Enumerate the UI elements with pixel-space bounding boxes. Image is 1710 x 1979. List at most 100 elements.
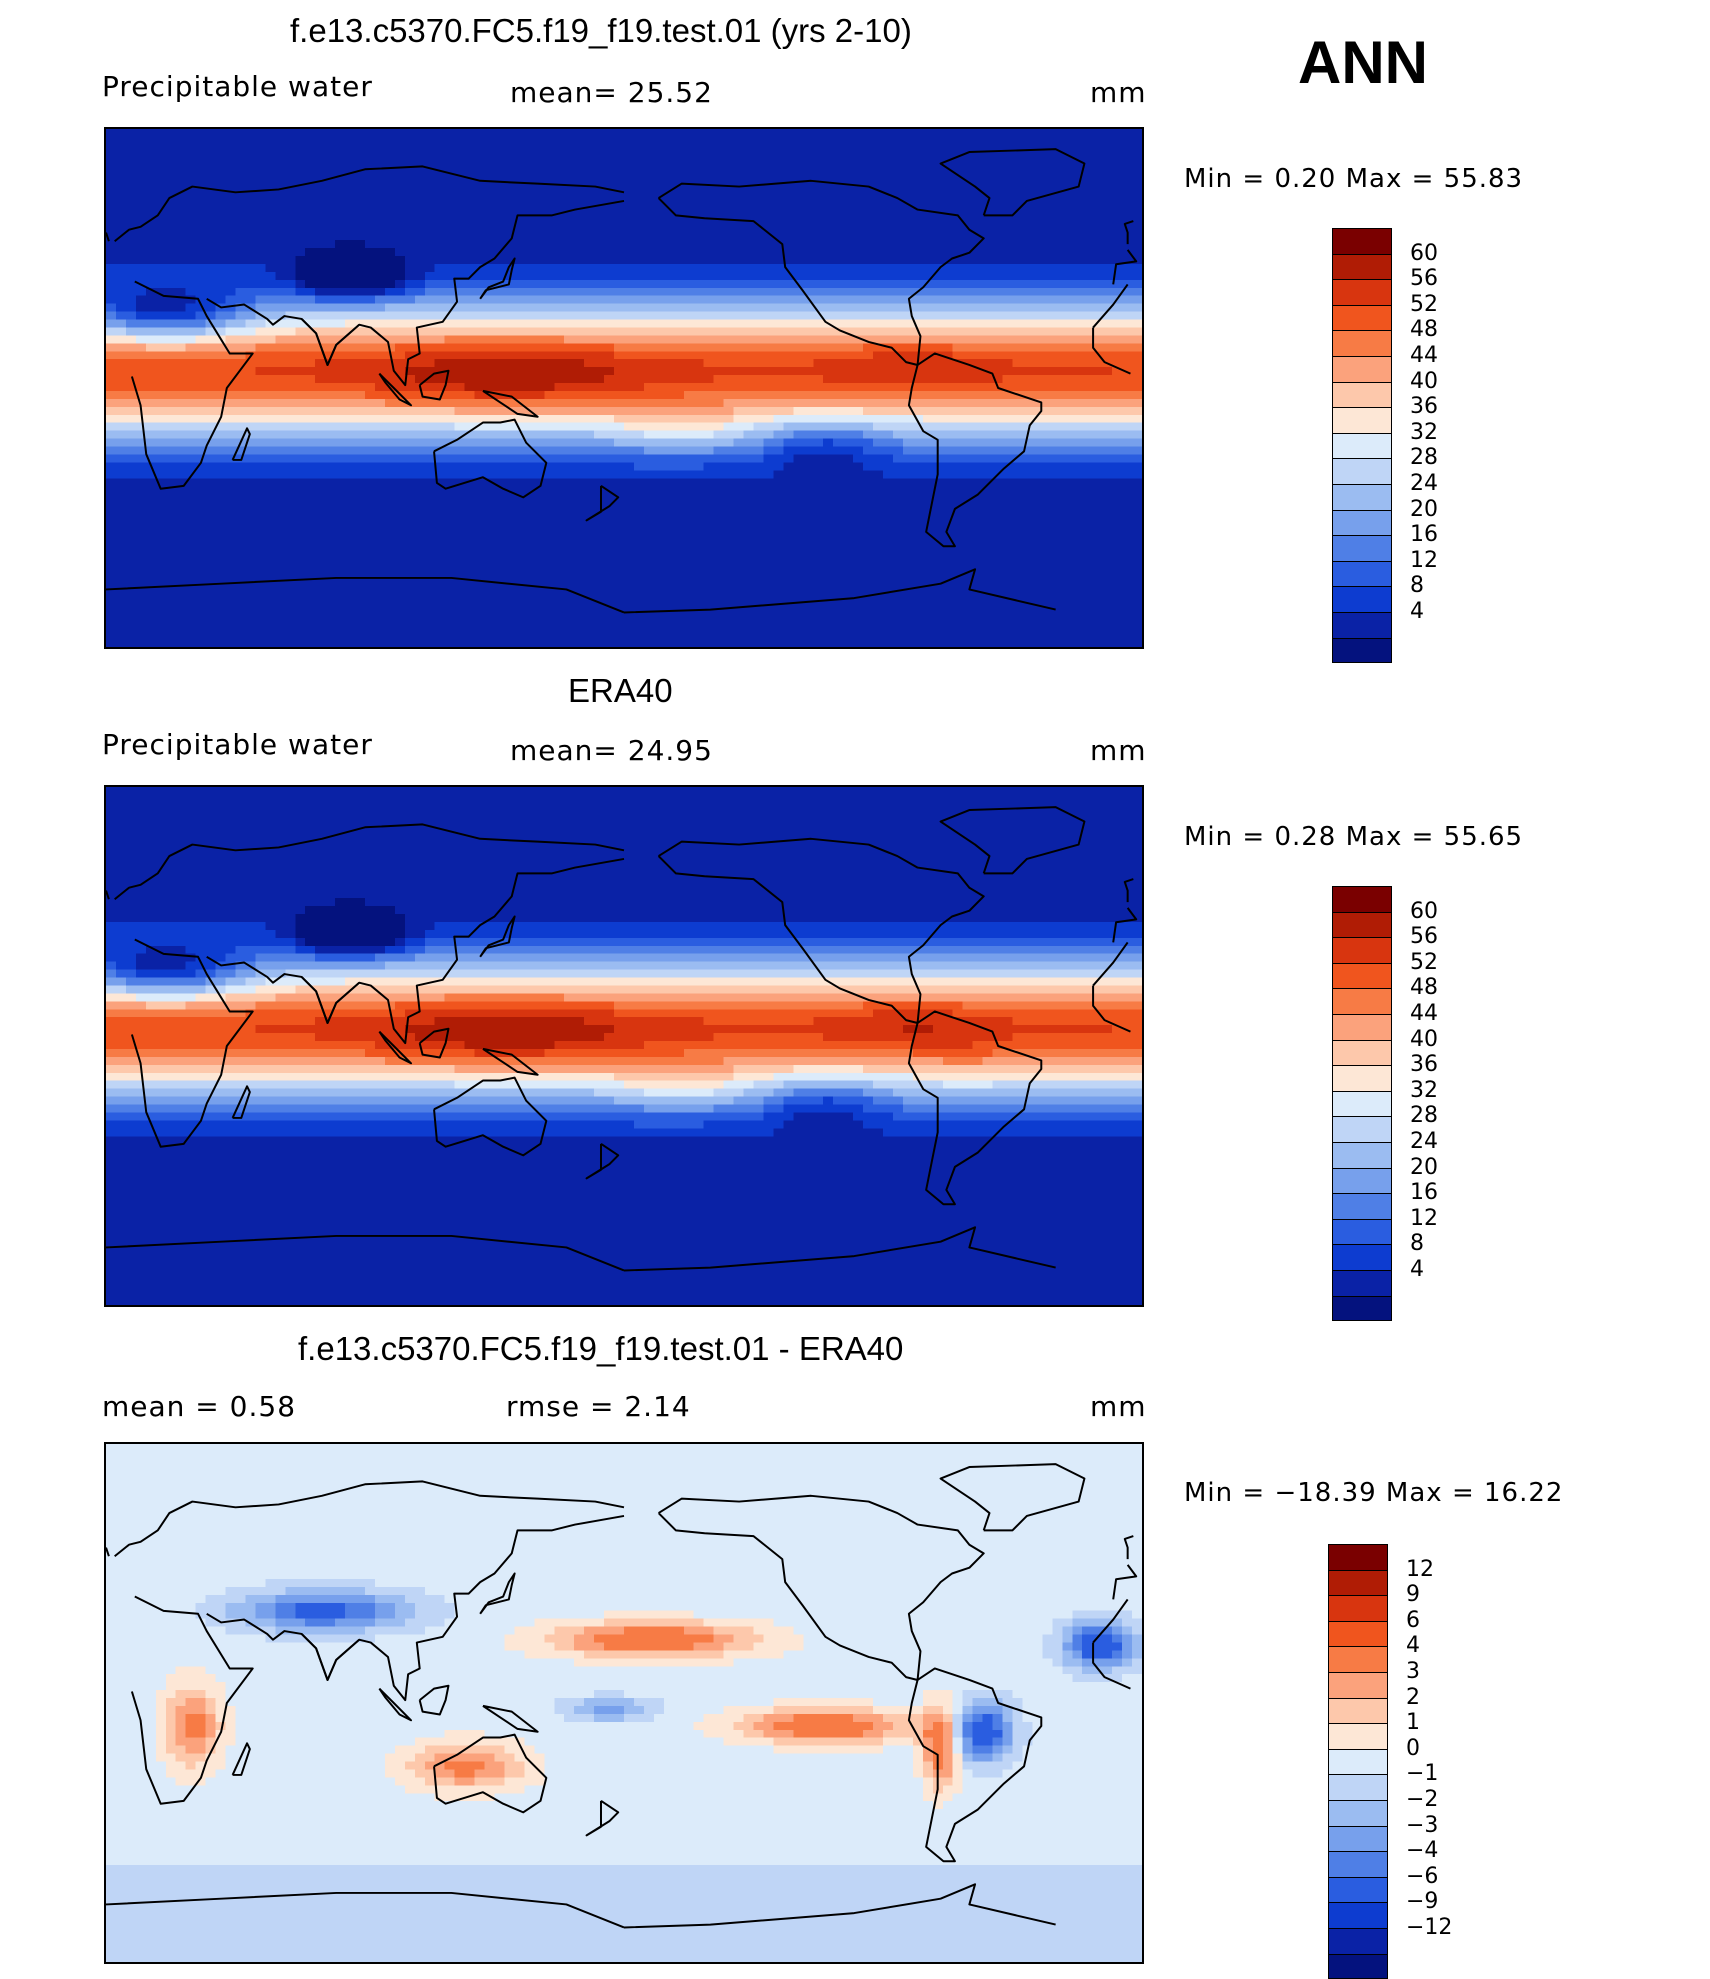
panel-1-colorbar: 60 56 52 48 44 40 36 32 28 24 20 16 12 8 4 [1332, 228, 1438, 664]
panel-3-coastline-eurasia [114, 1480, 625, 1558]
panel-1-coastline-eurasia [1112, 249, 1138, 285]
panel-1-colorbar-tick-label: 4 [1410, 601, 1424, 623]
panel-1-coastline-borneo [418, 369, 450, 401]
panel-2-colorbar-swatch [1332, 1218, 1392, 1245]
panel-1-coastline-aus [433, 418, 548, 499]
panel-2-colorbar-tick-label: 56 [1410, 926, 1438, 948]
panel-2-colorbar-swatch [1332, 1116, 1392, 1142]
panel-1-coastline-nam [657, 179, 985, 366]
panel-1-coastline-antarctica [106, 576, 625, 614]
panel-2-colorbar-swatch [1332, 1065, 1392, 1091]
panel-1-colorbar-tick-label: 20 [1410, 498, 1438, 521]
panel-1-colorbar-tick-label: 36 [1410, 396, 1438, 418]
panel-2-colorbar-tick-label: 60 [1410, 900, 1438, 923]
panel-3-coastline-antarctica [106, 1891, 625, 1929]
panel-1-coastline-eurasia [114, 165, 625, 243]
panel-3-title: f.e13.c5370.FC5.f19_f19.test.01 - ERA40 [298, 1330, 903, 1368]
season-label: ANN [1298, 28, 1428, 97]
panel-2-coastline-greenland [939, 806, 1086, 875]
panel-1-colorbar-swatch [1332, 253, 1392, 280]
panel-2-coastline-uk [1123, 878, 1134, 903]
panel-2-colorbar-swatch [1332, 1090, 1392, 1117]
panel-2-colorbar-tick-label: 32 [1410, 1079, 1438, 1102]
panel-1-minmax: Min = 0.20 Max = 55.83 [1184, 164, 1523, 194]
panel-2-coastline-sam [907, 1010, 1043, 1206]
panel-2-coastline-sumatra [378, 1030, 413, 1065]
panel-2-coastline-nz [585, 1143, 620, 1180]
panel-2-colorbar-swatch [1332, 1039, 1392, 1066]
panel-1-title: f.e13.c5370.FC5.f19_f19.test.01 (yrs 2-1… [290, 12, 912, 50]
panel-3-colorbar-swatch [1328, 1800, 1388, 1826]
panel-1-colorbar-swatch [1332, 509, 1392, 536]
panel-1-coastline-sam [907, 352, 1043, 548]
panel-1-coastlines [106, 148, 1138, 614]
panel-3-colorbar-swatch [1328, 1953, 1388, 1979]
panel-2-colorbar-swatch [1332, 911, 1392, 938]
panel-2-colorbar: 60 56 52 48 44 40 36 32 28 24 20 16 12 8 4 [1332, 886, 1438, 1322]
panel-3-colorbar-swatch [1328, 1928, 1388, 1954]
panel-3-coastline-uk [106, 1547, 110, 1557]
panel-3-colorbar-swatch [1328, 1595, 1388, 1621]
panel-2-colorbar-tick-label: 36 [1410, 1054, 1438, 1076]
panel-2-colorbar-tick-label: 40 [1410, 1028, 1438, 1051]
panel-1-map-svg [106, 129, 1142, 647]
panel-1-coastline-antarctica [623, 568, 1056, 614]
panel-3-coastline-nam [657, 1494, 985, 1681]
panel-1-colorbar-swatch [1332, 407, 1392, 433]
panel-2-coastline-aus [433, 1076, 548, 1157]
panel-3-colorbar-tick-label: 6 [1406, 1609, 1420, 1632]
panel-3-colorbar-tick-label: 2 [1406, 1686, 1420, 1709]
panel-1-colorbar-swatch [1332, 535, 1392, 561]
panel-1-colorbar-tick-label: 28 [1410, 447, 1438, 469]
panel-2-colorbar-tick-label: 16 [1410, 1182, 1438, 1204]
panel-3-coastline-eurasia [1112, 1564, 1138, 1600]
panel-1-colorbar-tick-label: 40 [1410, 370, 1438, 393]
panel-1-colorbar-tick-label: 56 [1410, 268, 1438, 290]
panel-3-colorbar-swatch [1328, 1697, 1388, 1724]
panel-2-map [104, 785, 1144, 1307]
panel-1-coastline-greenland [939, 148, 1086, 217]
panel-2-coastline-eurasia [1112, 907, 1138, 943]
panel-2-colorbar-swatch [1332, 1193, 1392, 1219]
panel-2-variable-label: Precipitable water [102, 728, 373, 761]
panel-3-colorbar-tick-label: 3 [1406, 1661, 1420, 1683]
panel-2-colorbar-swatch [1332, 988, 1392, 1014]
panel-1-coastline-africa [1092, 327, 1131, 375]
panel-2-coastline-africa [1092, 941, 1129, 987]
panel-1-colorbar-tick-label: 48 [1410, 319, 1438, 341]
panel-3-colorbar-swatch [1328, 1569, 1388, 1596]
panel-1-colorbar-tick-label: 60 [1410, 242, 1438, 265]
panel-3-coastline-antarctica [623, 1883, 1056, 1929]
panel-2-colorbar-tick-label: 44 [1410, 1003, 1438, 1025]
panel-2-title: ERA40 [568, 672, 673, 710]
panel-3-colorbar-swatch [1328, 1544, 1388, 1570]
panel-3-coastline-nz [585, 1800, 620, 1837]
panel-1-colorbar-swatch [1332, 484, 1392, 510]
panel-3-colorbar-swatch [1328, 1723, 1388, 1749]
panel-2-map-svg [106, 787, 1142, 1305]
panel-3-colorbar-swatch [1328, 1774, 1388, 1800]
panel-3-minmax: Min = −18.39 Max = 16.22 [1184, 1478, 1563, 1508]
panel-3-colorbar-tick-label: 0 [1406, 1737, 1420, 1760]
panel-2-coastline-antarctica [623, 1226, 1056, 1272]
panel-2-colorbar-tick-label: 28 [1410, 1105, 1438, 1127]
panel-3-map [104, 1442, 1144, 1964]
panel-3-coastline-aus [433, 1733, 548, 1814]
panel-3-coastline-uk [1123, 1535, 1134, 1560]
panel-1-coastline-asiaS [206, 199, 625, 387]
panel-3-coastlines [106, 1463, 1138, 1929]
panel-2-coastline-africa [130, 938, 254, 1148]
panel-2-coastline-india [300, 976, 360, 1024]
panel-2-colorbar-swatch [1332, 962, 1392, 989]
panel-3-colorbar-tick-label: −6 [1406, 1865, 1438, 1888]
panel-3-colorbar-tick-label: 1 [1406, 1712, 1420, 1734]
panel-3-rmse-label: rmse = 2.14 [506, 1390, 691, 1423]
panel-2-coastline-eurasia [114, 823, 625, 901]
panel-1-colorbar-swatch [1332, 279, 1392, 305]
panel-3-units: mm [1090, 1390, 1147, 1423]
panel-3-colorbar-swatch [1328, 1748, 1388, 1775]
panel-2-coastline-asiaS [206, 857, 625, 1045]
panel-2-colorbar-swatch [1332, 1270, 1392, 1296]
panel-3-colorbar: 12 9 6 4 3 2 1 0 −1 −2 −3 −4 −6 −9 −12 [1328, 1544, 1452, 1979]
panel-1-colorbar-swatch [1332, 304, 1392, 331]
